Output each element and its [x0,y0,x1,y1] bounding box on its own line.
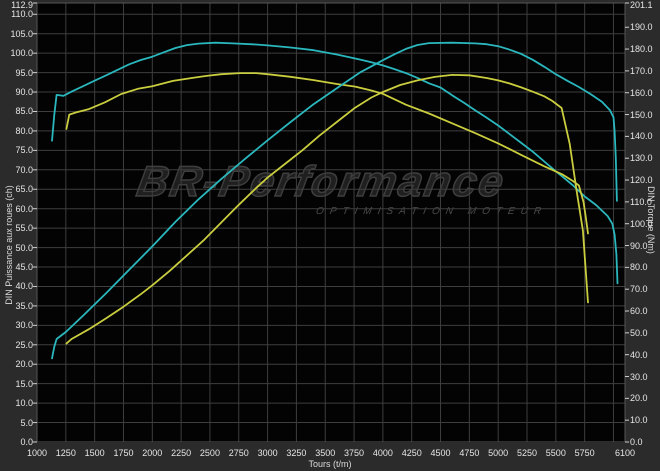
y-left-tick-label: 60.0 [15,203,33,214]
y-right-tick-label: 201.1 [630,0,653,10]
y-left-tick-label: 5.0 [20,417,33,428]
y-right-tick-label: 30.0 [630,371,648,382]
curve-power-yellow [65,74,589,345]
x-tick-label: 5500 [545,448,566,458]
x-tick-label: 1000 [26,448,48,458]
y-right-tick-label: 0.0 [630,437,643,447]
y-right-tick-label: 120.0 [630,175,653,186]
curve-power-cyan [51,41,618,360]
y-right-tick-label: 40.0 [630,349,648,360]
y-left-tick-label: 75.0 [15,145,33,156]
x-axis-title: Tours (t/m) [308,459,352,469]
x-tick-label: 4250 [401,448,422,458]
y-left-tick-label: 20.0 [15,359,33,370]
y-left-tick-label: 45.0 [15,262,33,273]
y-right-tick-label: 160.0 [630,87,653,98]
x-tick-label: 1750 [113,448,134,458]
x-tick-label: 2750 [228,448,249,458]
y-right-tick-label: 190.0 [630,22,653,33]
y-right-tick-label: 110.0 [630,196,652,207]
x-tick-label: 1250 [55,448,76,458]
y-left-tick-label: 10.0 [15,398,33,409]
x-tick-label: 5000 [488,448,509,458]
y-left-tick-label: 90.0 [15,87,33,98]
y-right-tick-label: 10.0 [630,415,648,426]
y-left-tick-label: 110.0 [11,9,33,20]
y-left-axis-title: DIN Puissance aux roues (ch) [4,185,14,305]
x-tick-label: 3000 [257,448,278,458]
y-left-tick-label: 25.0 [15,339,33,350]
y-right-axis-title: DIN Torque (Nm) [646,186,656,254]
y-right-tick-label: 60.0 [630,306,648,317]
y-left-tick-label: 35.0 [15,300,33,311]
x-tick-label: 2250 [171,448,192,458]
y-left-tick-label: 15.0 [15,378,33,389]
x-tick-label: 4000 [372,448,393,458]
y-right-tick-label: 130.0 [630,153,653,164]
y-right-tick-label: 170.0 [630,65,653,76]
x-tick-label: 5750 [574,448,595,458]
y-right-tick-label: 100.0 [630,218,653,229]
x-tick-label: 6100 [614,448,636,458]
x-tick-label: 1500 [84,448,105,458]
y-right-tick-label: 180.0 [630,44,653,55]
x-tick-label: 3500 [315,448,336,458]
y-left-tick-label: 55.0 [15,223,33,234]
x-tick-label: 3750 [344,448,365,458]
y-left-tick-label: 40.0 [15,281,33,292]
y-right-tick-label: 150.0 [630,109,653,120]
y-left-tick-label: 112.9 [11,0,33,10]
y-left-tick-label: 65.0 [15,184,33,195]
plot-border [36,2,626,443]
y-right-tick-label: 20.0 [630,393,648,404]
y-left-tick-label: 0.0 [20,437,33,447]
y-right-tick-label: 50.0 [630,327,648,338]
x-tick-label: 4750 [459,448,480,458]
y-right-tick-label: 70.0 [630,284,648,295]
y-left-tick-label: 80.0 [15,125,33,136]
y-left-tick-label: 30.0 [15,320,33,331]
x-tick-label: 5250 [516,448,538,458]
y-left-tick-label: 105.0 [10,28,33,39]
y-left-tick-label: 100.0 [10,48,33,59]
y-right-tick-label: 140.0 [630,131,653,142]
x-tick-label: 3250 [286,448,307,458]
x-tick-label: 2000 [142,448,163,458]
y-left-tick-label: 95.0 [15,67,33,78]
y-left-tick-label: 85.0 [15,106,33,117]
x-tick-label: 4500 [430,448,451,458]
y-left-tick-label: 50.0 [15,242,33,253]
y-right-tick-label: 90.0 [630,240,648,251]
x-tick-label: 2500 [199,448,220,458]
y-left-tick-label: 70.0 [15,164,33,175]
y-right-tick-label: 80.0 [630,262,648,273]
curve-torque-yellow [65,72,589,235]
